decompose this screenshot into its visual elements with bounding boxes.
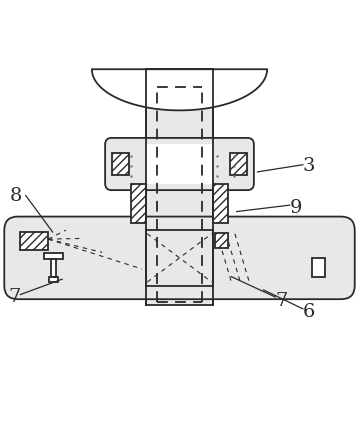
- Text: 9: 9: [290, 199, 302, 217]
- Bar: [145, 69, 214, 305]
- Bar: [312, 258, 325, 277]
- Bar: [215, 233, 228, 248]
- Text: 3: 3: [303, 157, 315, 175]
- Bar: [131, 184, 145, 223]
- Bar: [214, 184, 228, 223]
- Bar: [112, 153, 129, 175]
- Bar: [44, 253, 64, 259]
- Polygon shape: [92, 69, 267, 110]
- Bar: [49, 277, 58, 282]
- Text: 7: 7: [275, 292, 288, 309]
- FancyBboxPatch shape: [4, 216, 355, 299]
- Text: 6: 6: [303, 304, 315, 321]
- Bar: [145, 144, 214, 184]
- Bar: [230, 153, 247, 175]
- Bar: [145, 230, 214, 285]
- Text: 8: 8: [10, 187, 22, 205]
- Bar: [51, 259, 56, 277]
- FancyBboxPatch shape: [105, 138, 254, 190]
- Text: 7: 7: [9, 288, 21, 306]
- Bar: [20, 232, 48, 250]
